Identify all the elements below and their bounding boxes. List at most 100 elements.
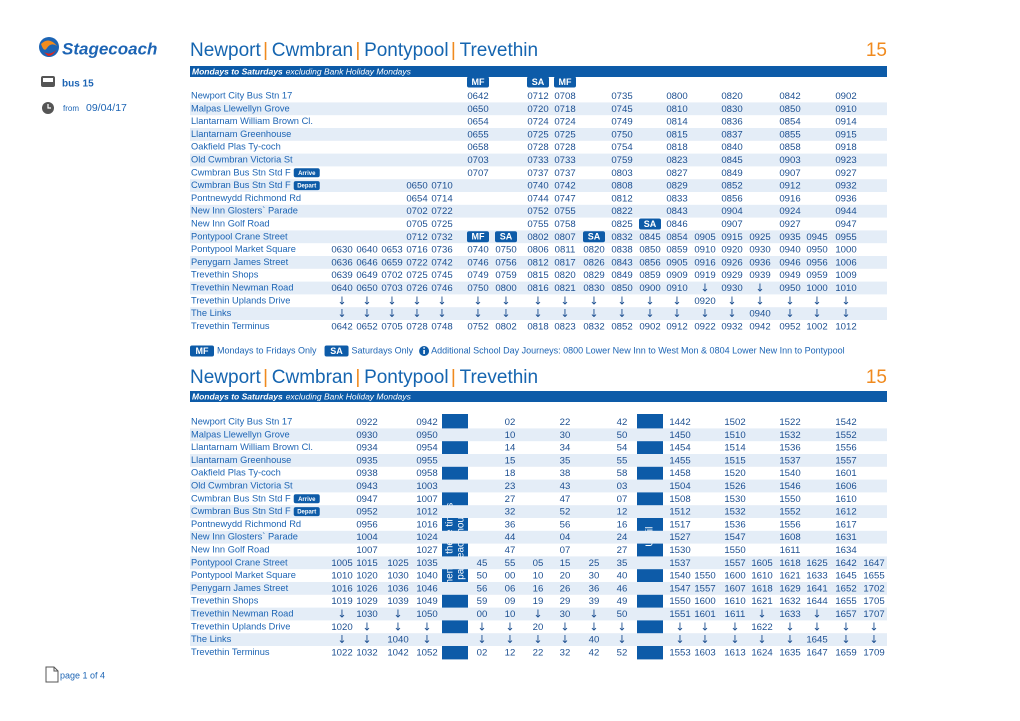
departure-time: 1603	[694, 647, 715, 658]
departure-time: 0902	[835, 91, 856, 102]
departure-time: 1000	[835, 245, 856, 256]
departure-time: 1024	[416, 532, 438, 543]
departure-time: 1631	[835, 532, 856, 543]
departure-time: 1556	[779, 519, 800, 530]
departure-time: 0829	[583, 270, 604, 281]
departure-time: 0754	[611, 142, 633, 153]
departure-time: 0923	[835, 155, 856, 166]
departure-time: 36	[505, 519, 516, 530]
row-shade	[190, 230, 887, 244]
departure-time: 0718	[554, 104, 575, 115]
logo-swirl	[44, 50, 56, 56]
key-badge	[190, 345, 214, 357]
does-not-stop: ↓	[560, 307, 569, 320]
departure-time: 34	[560, 443, 571, 454]
departure-time: 1550	[669, 596, 690, 607]
departure-time: 0802	[495, 321, 516, 332]
departure-time: 1709	[863, 647, 884, 658]
departure-time: 55	[505, 558, 516, 569]
departure-time: 0650	[406, 181, 427, 192]
days: Mondays to Saturdays	[192, 391, 283, 401]
departure-time: 1612	[835, 507, 856, 518]
stop-name: Cwmbran Bus Stn Std F	[191, 180, 291, 190]
does-not-stop: ↓	[560, 633, 569, 646]
from-label: from	[63, 104, 79, 113]
does-not-stop: ↓	[785, 294, 794, 307]
departure-time: 1010	[331, 571, 352, 582]
departure-time: 0728	[554, 142, 575, 153]
repeat-band-text: past each hour	[456, 513, 467, 580]
departure-time: 1517	[669, 519, 690, 530]
departure-time: 0755	[527, 219, 548, 230]
departure-time: 1542	[835, 417, 856, 428]
departure-time: 44	[505, 532, 516, 543]
journey-code: SA	[532, 77, 545, 87]
departure-time: 0725	[527, 129, 548, 140]
departure-time: 0930	[749, 245, 770, 256]
does-not-stop: ↓	[869, 633, 878, 646]
departure-time: 0924	[779, 206, 801, 217]
stop-badge	[293, 168, 320, 178]
stop-badge-text: Arrive	[298, 171, 316, 177]
does-not-stop: ↓	[755, 282, 764, 295]
departure-time: 1600	[694, 596, 715, 607]
does-not-stop: ↓	[645, 307, 654, 320]
departure-time: 0746	[431, 283, 452, 294]
journey-code-badge	[527, 76, 549, 88]
departure-time: 56	[560, 519, 571, 530]
departure-time: 0956	[806, 257, 827, 268]
departure-time: 1608	[779, 532, 800, 543]
departure-time: 0912	[779, 181, 800, 192]
departure-time: 30	[560, 609, 571, 620]
stop-name: Oakfield Plas Ty-coch	[191, 468, 281, 478]
departure-time: 1040	[416, 571, 437, 582]
departure-time: 0916	[694, 257, 715, 268]
departure-time: 47	[505, 545, 516, 556]
departure-time: 1050	[416, 609, 437, 620]
key: MF Mondays to Fridays Only SA Saturdays Onl…	[190, 345, 845, 357]
departure-time: 1022	[331, 647, 352, 658]
stop-badge-text: Depart	[297, 184, 316, 190]
departure-time: 0640	[331, 283, 352, 294]
departure-time: 1537	[779, 455, 800, 466]
departure-time: 1458	[669, 468, 690, 479]
journey-code-badge	[495, 231, 517, 243]
departure-time: 1641	[806, 583, 827, 594]
departure-time: 0755	[554, 206, 575, 217]
departure-time: 0907	[721, 219, 742, 230]
stop-badge	[293, 507, 320, 517]
departure-time: 0919	[694, 270, 715, 281]
departure-time: 1450	[669, 430, 690, 441]
does-not-stop: ↓	[362, 307, 371, 320]
departure-time: 18	[505, 468, 516, 479]
departure-time: 19	[533, 596, 544, 607]
departure-time: 0825	[611, 219, 632, 230]
departure-time: 49	[617, 596, 628, 607]
departure-time: 0823	[666, 155, 687, 166]
departure-time: 1536	[779, 443, 800, 454]
does-not-stop: ↓	[617, 620, 626, 633]
departure-time: 1606	[835, 481, 856, 492]
departure-time: 0910	[835, 104, 856, 115]
does-not-stop: ↓	[757, 633, 766, 646]
departure-time: 0737	[554, 168, 575, 179]
departure-time: 0930	[721, 283, 742, 294]
departure-time: 1705	[863, 596, 884, 607]
departure-time: 1601	[694, 609, 715, 620]
departure-time: 1647	[806, 647, 827, 658]
departure-time: 59	[477, 596, 488, 607]
departure-time: 1007	[416, 494, 437, 505]
route-number: 15	[866, 367, 887, 388]
departure-time: 0818	[527, 321, 548, 332]
departure-time: 0733	[554, 155, 575, 166]
departure-time: 1036	[387, 583, 408, 594]
departure-time: 1526	[724, 481, 745, 492]
departure-time: 0832	[583, 321, 604, 332]
departure-time: 06	[505, 583, 516, 594]
departure-time: 27	[617, 545, 628, 556]
row-shade	[190, 281, 887, 295]
departure-time: 0737	[527, 168, 548, 179]
key-text: Mondays to Fridays Only	[217, 345, 317, 355]
departure-time: 1645	[835, 571, 856, 582]
stop-name: Newport City Bus Stn 17	[191, 416, 292, 426]
